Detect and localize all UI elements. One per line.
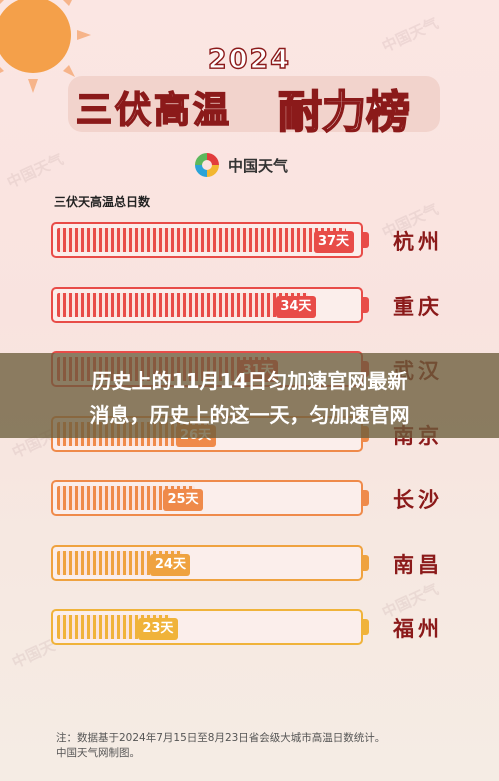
bar-cap	[363, 490, 369, 506]
title-part1: 三伏高温	[75, 89, 233, 132]
title-part2: 耐力榜	[277, 86, 411, 139]
bar-frame: 34天	[51, 286, 363, 323]
bar-row: 34天 重庆	[51, 283, 449, 329]
bar-value-label: 23天	[137, 618, 178, 640]
category-label: 福州	[393, 617, 443, 641]
category-label: 重庆	[393, 294, 443, 319]
bar-frame: 23天	[51, 609, 363, 645]
page-title: 三伏高温 耐力榜	[68, 76, 440, 139]
headline-line-2: 消息，历史上的这一天，匀加速官网	[89, 403, 410, 427]
bar-row: 25天 长沙	[51, 476, 449, 522]
bar-cap	[363, 554, 369, 571]
bar-value-label: 25天	[162, 489, 203, 511]
bar-row: 24天 南昌	[51, 541, 449, 587]
sun-icon	[0, 0, 91, 93]
bar-row: 37天 杭州	[51, 218, 449, 264]
bar-cap	[363, 619, 369, 635]
bar-value-label: 34天	[275, 295, 316, 318]
bar-cap	[363, 232, 369, 248]
category-label: 长沙	[393, 488, 443, 512]
bar-row: 23天 福州	[51, 605, 449, 651]
bar-frame: 25天	[51, 480, 363, 516]
bar	[57, 292, 308, 317]
category-label: 南昌	[393, 552, 443, 577]
category-label: 杭州	[393, 230, 443, 254]
brand-name: 中国天气	[228, 156, 289, 175]
title-year: 2024	[207, 43, 292, 75]
footnote: 注：数据基于2024年7月15日至8月23日省会级大城市高温日数统计。 中国天气…	[56, 731, 456, 761]
bar-value-label: 37天	[313, 231, 354, 253]
headline-banner: 历史上的11月14日匀加速官网最新 消息，历史上的这一天，匀加速官网	[0, 353, 499, 438]
brand-logo: 中国天气	[192, 148, 288, 182]
footnote-line-1: 注：数据基于2024年7月15日至8月23日省会级大城市高温日数统计。	[56, 732, 386, 744]
headline-line-1: 历史上的11月14日匀加速官网最新	[91, 369, 408, 393]
bar-cap	[363, 296, 369, 313]
weather-logo-icon	[195, 153, 219, 177]
bar-value-label: 24天	[150, 553, 191, 576]
bar-frame: 37天	[51, 222, 363, 258]
footnote-line-2: 中国天气网制图。	[56, 747, 140, 759]
bar	[57, 228, 346, 252]
bar-frame: 24天	[51, 544, 363, 581]
chart-subtitle: 三伏天高温总日数	[54, 195, 151, 209]
